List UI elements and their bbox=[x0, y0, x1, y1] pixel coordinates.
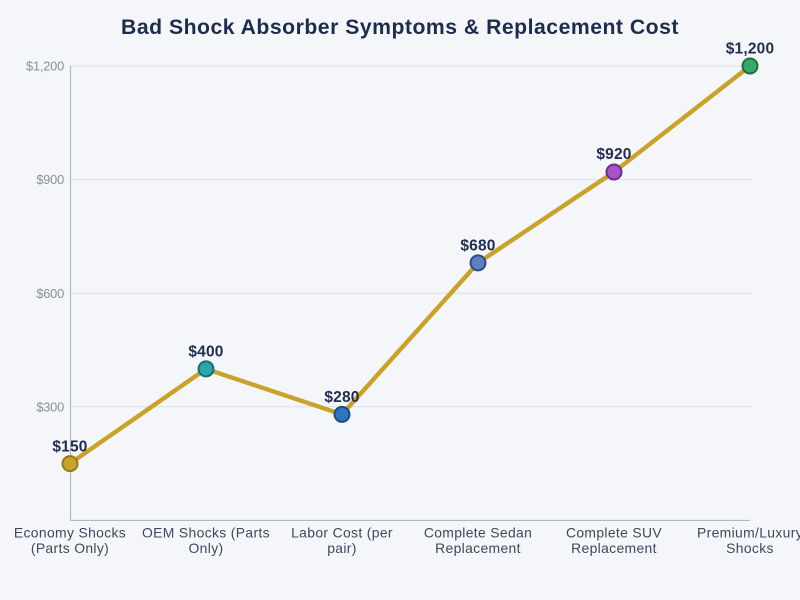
svg-text:Shocks: Shocks bbox=[726, 540, 774, 556]
svg-text:$920: $920 bbox=[596, 146, 631, 163]
svg-text:Economy Shocks: Economy Shocks bbox=[14, 525, 126, 541]
svg-text:Labor Cost (per: Labor Cost (per bbox=[291, 525, 393, 541]
svg-text:$900: $900 bbox=[36, 172, 64, 187]
svg-text:Premium/Luxury: Premium/Luxury bbox=[697, 525, 800, 541]
svg-text:Replacement: Replacement bbox=[435, 540, 521, 556]
svg-text:$600: $600 bbox=[36, 286, 64, 301]
svg-text:Complete SUV: Complete SUV bbox=[566, 525, 662, 541]
svg-text:$150: $150 bbox=[52, 438, 87, 455]
svg-text:Complete Sedan: Complete Sedan bbox=[424, 525, 532, 541]
svg-text:$1,200: $1,200 bbox=[726, 41, 775, 58]
svg-text:pair): pair) bbox=[327, 540, 357, 556]
svg-text:$280: $280 bbox=[324, 389, 359, 406]
svg-text:$400: $400 bbox=[188, 344, 223, 361]
svg-text:Replacement: Replacement bbox=[571, 540, 657, 556]
svg-text:$300: $300 bbox=[36, 399, 64, 414]
svg-text:$1,200: $1,200 bbox=[26, 59, 64, 74]
svg-text:(Parts Only): (Parts Only) bbox=[31, 540, 109, 556]
svg-text:OEM Shocks (Parts: OEM Shocks (Parts bbox=[142, 525, 270, 541]
svg-text:Bad Shock Absorber Symptoms &: Bad Shock Absorber Symptoms & Replacemen… bbox=[121, 16, 679, 39]
svg-text:Only): Only) bbox=[189, 540, 224, 556]
svg-text:$680: $680 bbox=[460, 238, 495, 255]
